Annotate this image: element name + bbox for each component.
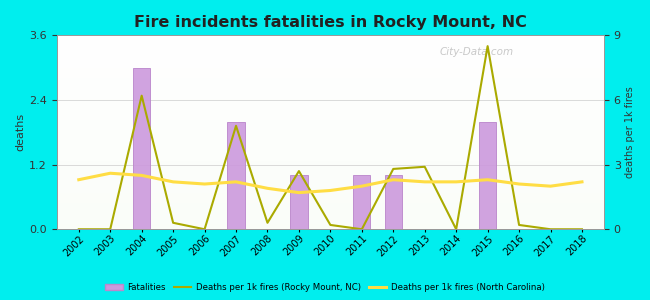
- Bar: [479, 122, 496, 229]
- Bar: [291, 176, 307, 229]
- Bar: [227, 122, 244, 229]
- Bar: [133, 68, 150, 229]
- Bar: [385, 176, 402, 229]
- Text: City-Data.com: City-Data.com: [440, 47, 514, 57]
- Bar: [353, 176, 370, 229]
- Y-axis label: deaths per 1k fires: deaths per 1k fires: [625, 86, 635, 178]
- Legend: Fatalities, Deaths per 1k fires (Rocky Mount, NC), Deaths per 1k fires (North Ca: Fatalities, Deaths per 1k fires (Rocky M…: [102, 280, 548, 296]
- Title: Fire incidents fatalities in Rocky Mount, NC: Fire incidents fatalities in Rocky Mount…: [134, 15, 527, 30]
- Y-axis label: deaths: deaths: [15, 113, 25, 152]
